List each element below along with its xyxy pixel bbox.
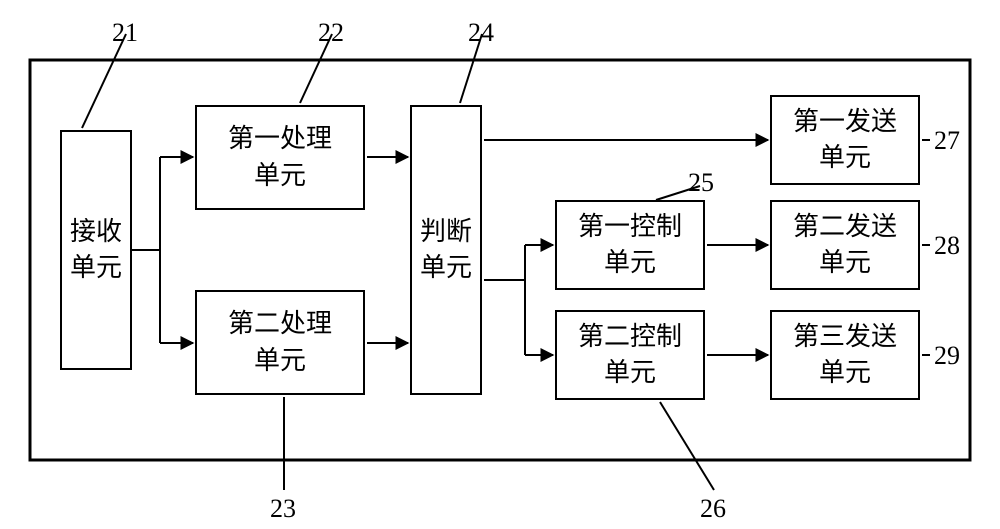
- node-label: 第三发送 单元: [793, 319, 897, 392]
- node-n26: 第二控制 单元: [555, 310, 705, 400]
- node-n24: 判断 单元: [410, 105, 482, 395]
- ref-label-29: 29: [934, 341, 960, 371]
- node-n25: 第一控制 单元: [555, 200, 705, 290]
- node-label: 第一处理 单元: [228, 121, 332, 194]
- ref-label-26: 26: [700, 494, 726, 524]
- ref-label-24: 24: [468, 18, 494, 48]
- node-label: 第二发送 单元: [793, 209, 897, 282]
- node-label: 接收 单元: [70, 214, 122, 287]
- node-n21: 接收 单元: [60, 130, 132, 370]
- node-label: 判断 单元: [420, 214, 472, 287]
- node-n28: 第二发送 单元: [770, 200, 920, 290]
- node-label: 第一发送 单元: [793, 104, 897, 177]
- node-n27: 第一发送 单元: [770, 95, 920, 185]
- node-label: 第二控制 单元: [578, 319, 682, 392]
- node-label: 第二处理 单元: [228, 306, 332, 379]
- ref-label-22: 22: [318, 18, 344, 48]
- ref-label-28: 28: [934, 231, 960, 261]
- node-n22: 第一处理 单元: [195, 105, 365, 210]
- node-label: 第一控制 单元: [578, 209, 682, 282]
- ref-label-21: 21: [112, 18, 138, 48]
- ref-label-23: 23: [270, 494, 296, 524]
- node-n29: 第三发送 单元: [770, 310, 920, 400]
- node-n23: 第二处理 单元: [195, 290, 365, 395]
- ref-label-27: 27: [934, 126, 960, 156]
- ref-label-25: 25: [688, 168, 714, 198]
